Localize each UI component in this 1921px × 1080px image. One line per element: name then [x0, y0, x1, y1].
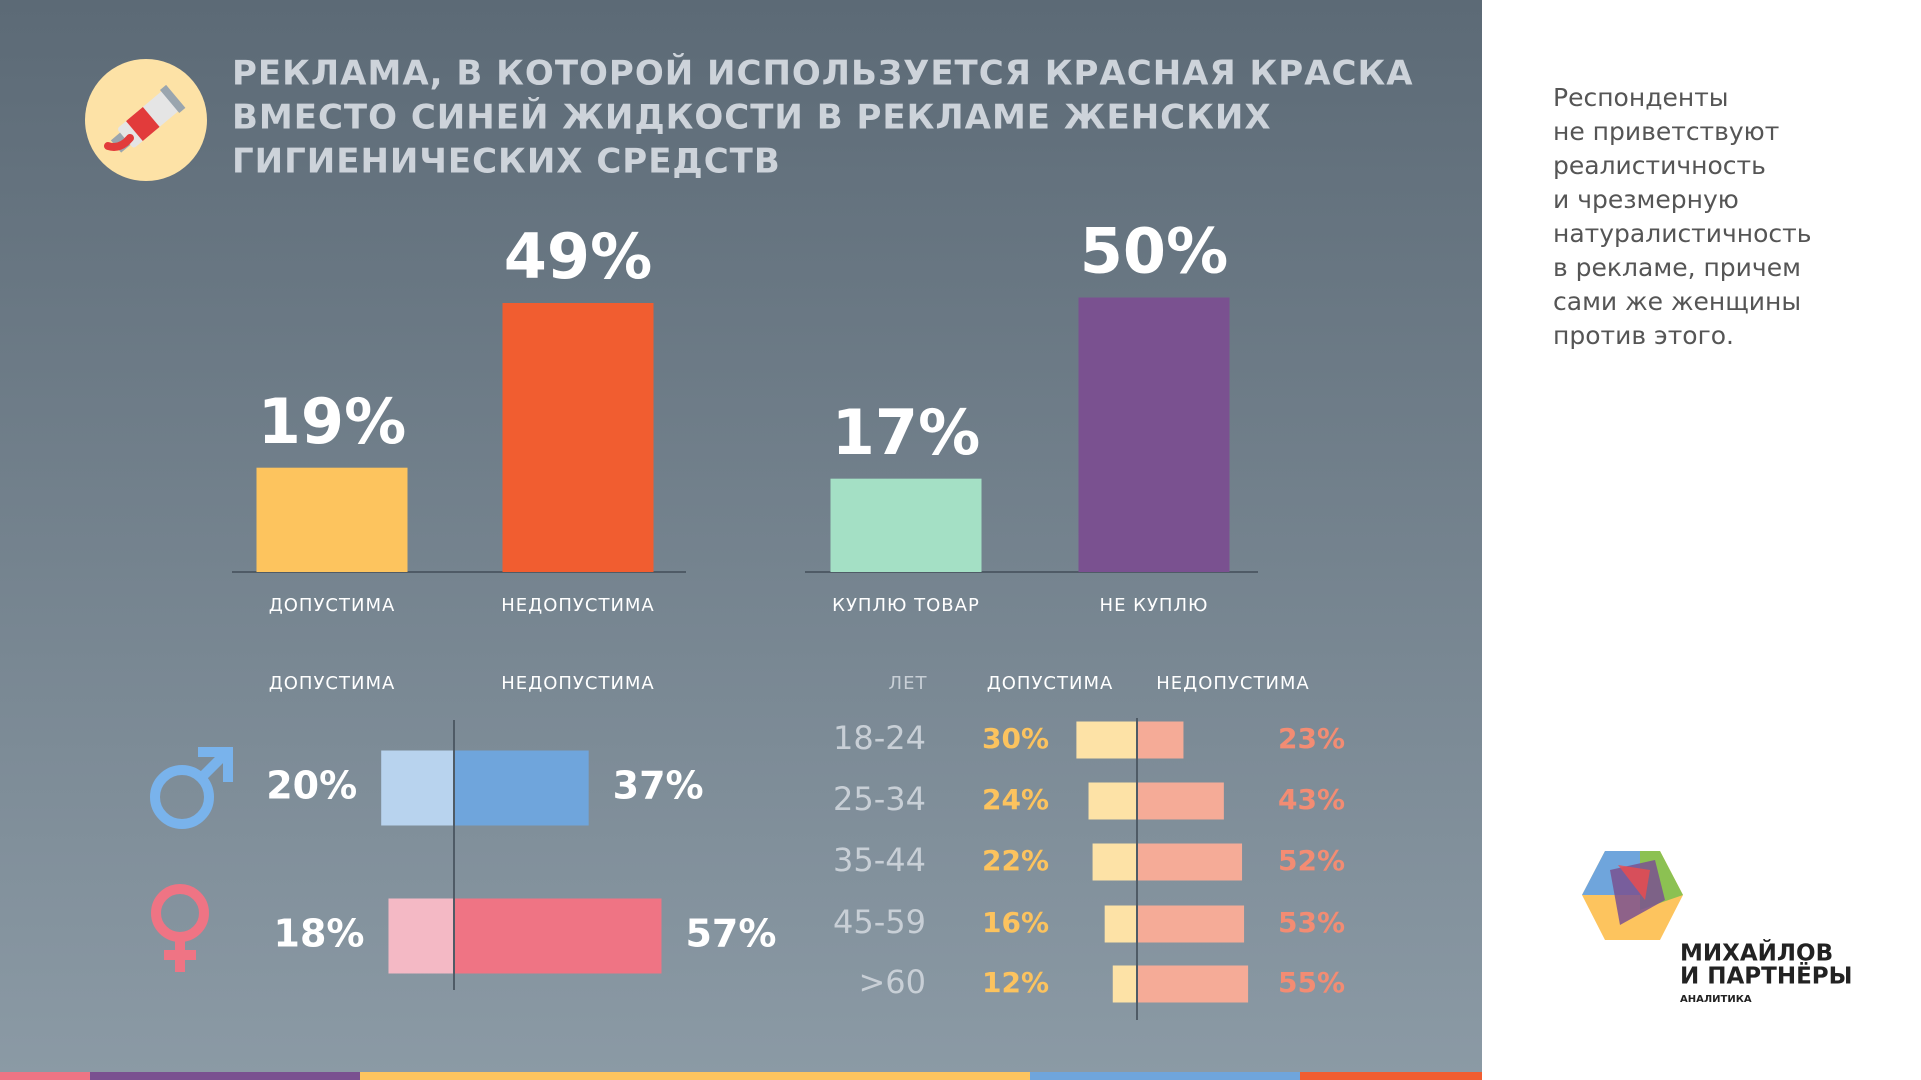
- bar: [1104, 905, 1137, 943]
- note-line: сами же женщины: [1553, 287, 1801, 316]
- category-label: 25-34: [833, 780, 926, 818]
- value-label: 50%: [1080, 215, 1228, 288]
- series-header: ДОПУСТИМА: [987, 673, 1114, 694]
- value-label: 22%: [982, 844, 1049, 877]
- bar: [1137, 721, 1184, 759]
- value-label: 52%: [1278, 844, 1345, 877]
- value-label: 49%: [504, 220, 652, 293]
- bar: [1078, 297, 1230, 572]
- bar: [1088, 782, 1137, 820]
- bar: [454, 750, 589, 826]
- note-line: натуралистичность: [1553, 219, 1811, 248]
- value-label: 53%: [1278, 906, 1345, 939]
- value-label: 12%: [982, 966, 1049, 999]
- value-label: 57%: [685, 912, 776, 956]
- logo-text: И ПАРТНЁРЫ: [1680, 962, 1853, 990]
- tube-icon: [85, 59, 207, 181]
- series-header: ДОПУСТИМА: [269, 673, 396, 694]
- category-label: НЕ КУПЛЮ: [1100, 595, 1209, 616]
- bar: [830, 478, 982, 572]
- category-label: 35-44: [833, 841, 926, 879]
- bar: [1137, 965, 1249, 1003]
- bottom-stripe: [0, 1072, 1482, 1080]
- male-icon: [150, 747, 233, 829]
- value-label: 18%: [274, 912, 365, 956]
- title-line: ГИГИЕНИЧЕСКИХ СРЕДСТВ: [232, 142, 781, 182]
- bar: [454, 898, 662, 974]
- bar: [1112, 965, 1137, 1003]
- bar: [1137, 782, 1224, 820]
- bar: [381, 750, 454, 826]
- series-header: НЕДОПУСТИМА: [1156, 673, 1310, 694]
- logo-text: МИХАЙЛОВ: [1680, 939, 1833, 967]
- series-header: НЕДОПУСТИМА: [501, 673, 655, 694]
- note-line: против этого.: [1553, 321, 1734, 350]
- value-label: 20%: [266, 764, 357, 808]
- value-label: 23%: [1278, 722, 1345, 755]
- bar: [1076, 721, 1137, 759]
- category-label: ДОПУСТИМА: [269, 595, 396, 616]
- value-label: 30%: [982, 722, 1049, 755]
- bar: [1092, 843, 1137, 881]
- value-label: 37%: [613, 764, 704, 808]
- bar: [1137, 843, 1243, 881]
- value-label: 17%: [832, 396, 980, 469]
- note-line: Респонденты: [1553, 83, 1729, 112]
- note-line: реалистичность: [1553, 151, 1766, 180]
- logo-text: АНАЛИТИКА: [1680, 994, 1752, 1005]
- title-line: ВМЕСТО СИНЕЙ ЖИДКОСТИ В РЕКЛАМЕ ЖЕНСКИХ: [232, 97, 1272, 138]
- bar: [502, 302, 654, 572]
- bar: [388, 898, 454, 974]
- note-line: в рекламе, причем: [1553, 253, 1801, 282]
- category-header: ЛЕТ: [889, 673, 928, 694]
- note-line: не приветствуют: [1553, 117, 1779, 146]
- bar: [1137, 905, 1245, 943]
- panel: [0, 0, 1482, 1074]
- category-label: 18-24: [833, 719, 926, 757]
- logo-mark: [1582, 851, 1683, 940]
- value-label: 19%: [258, 385, 406, 458]
- category-label: 45-59: [833, 903, 926, 941]
- female-icon: [151, 884, 209, 972]
- category-label: НЕДОПУСТИМА: [501, 595, 655, 616]
- category-label: >60: [858, 963, 926, 1001]
- value-label: 55%: [1278, 966, 1345, 999]
- note-line: и чрезмерную: [1553, 185, 1739, 214]
- category-label: КУПЛЮ ТОВАР: [832, 595, 980, 616]
- bar: [256, 467, 408, 572]
- value-label: 24%: [982, 783, 1049, 816]
- value-label: 16%: [982, 906, 1049, 939]
- value-label: 43%: [1278, 783, 1345, 816]
- title-line: РЕКЛАМА, В КОТОРОЙ ИСПОЛЬЗУЕТСЯ КРАСНАЯ …: [232, 53, 1414, 94]
